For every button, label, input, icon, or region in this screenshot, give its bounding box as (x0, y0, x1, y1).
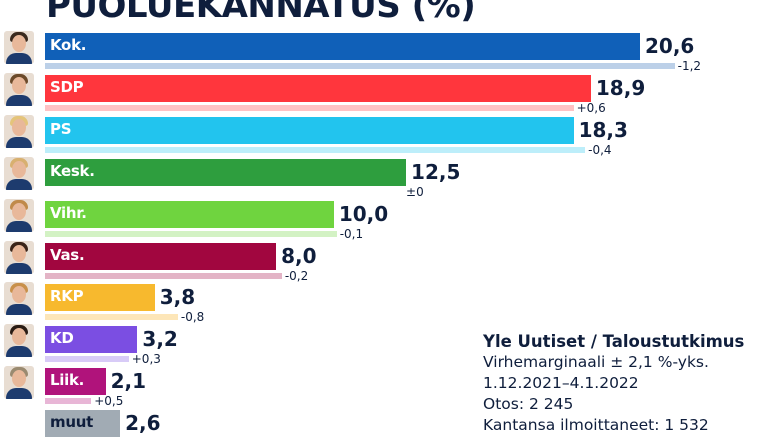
previous-bar (45, 146, 586, 153)
change-label: -1,2 (677, 59, 702, 73)
avatar-photo (4, 324, 34, 358)
avatar-photo (4, 366, 34, 400)
bar-8: Liik. (45, 368, 106, 396)
bar-label: RKP (50, 287, 84, 306)
bar-4: Vihr. (45, 200, 334, 228)
value-label: 10,0 (338, 201, 389, 226)
bar-label: PS (50, 119, 72, 138)
avatar-head (12, 35, 26, 52)
avatar-photo (4, 31, 34, 64)
value-label: 8,0 (281, 243, 317, 268)
survey-dates: 1.12.2021–4.1.2022 (483, 374, 639, 392)
avatar-body (6, 346, 32, 358)
avatar-head (12, 76, 26, 94)
bar-label: Liik. (50, 371, 85, 390)
bar-2: PS (45, 116, 574, 144)
avatar-body (6, 262, 32, 274)
value-label: 3,2 (142, 327, 178, 352)
change-label: -0,8 (180, 310, 205, 325)
avatar-body (6, 178, 32, 190)
avatar-body (6, 388, 32, 400)
previous-bar (45, 230, 337, 237)
change-label: -0,4 (588, 142, 612, 157)
bar-label: KD (50, 329, 74, 348)
value-label: 18,3 (578, 117, 628, 142)
avatar-body (6, 304, 32, 316)
avatar-photo (4, 114, 34, 148)
avatar-photo (4, 198, 34, 232)
avatar-body (6, 94, 32, 106)
avatar-photo (4, 240, 34, 274)
sample-size: Otos: 2 245 (483, 395, 574, 413)
previous-bar (45, 356, 129, 363)
change-label: +0,3 (131, 352, 161, 367)
avatar-photo (4, 72, 34, 106)
avatar-body (6, 220, 32, 232)
avatar-head (12, 118, 26, 136)
bar-9: muut (45, 410, 121, 437)
bar-0: Kok. (45, 33, 640, 60)
previous-bar (45, 314, 178, 321)
avatar-head (12, 202, 26, 220)
source-title: Yle Uutiset / Taloustutkimus (483, 332, 745, 351)
value-label: 12,5 (411, 159, 461, 184)
bar-label: Vihr. (50, 203, 87, 222)
bar-label: SDP (50, 77, 84, 96)
respondents: Kantansa ilmoittaneet: 1 532 (483, 416, 709, 434)
margin-of-error: Virhemarginaali ± 2,1 %-yks. (483, 353, 709, 371)
source-box: Yle Uutiset / Taloustutkimus Virhemargin… (483, 331, 744, 436)
bar-label: muut (50, 413, 93, 432)
avatar-head (12, 328, 26, 346)
bar-7: KD (45, 326, 138, 354)
avatar-head (12, 244, 26, 262)
avatar-body (6, 136, 32, 148)
value-label: 2,6 (125, 411, 161, 436)
bar-3: Kesk. (45, 158, 407, 186)
chart-title: PUOLUEKANNATUS (%) (46, 0, 476, 26)
change-label: +0,6 (576, 100, 606, 115)
bar-6: RKP (45, 284, 155, 312)
value-label: 18,9 (595, 75, 646, 100)
bar-1: SDP (45, 74, 591, 102)
avatar-head (12, 160, 26, 178)
value-label: 3,8 (159, 285, 196, 310)
avatar-head (12, 370, 26, 388)
value-label: 2,1 (110, 369, 147, 394)
change-label: +0,5 (94, 394, 124, 409)
avatar-photo (4, 282, 34, 316)
change-label: -0,2 (284, 268, 309, 283)
bar-label: Kesk. (50, 161, 95, 180)
avatar-photo (4, 156, 34, 190)
bar-5: Vas. (45, 242, 277, 270)
value-label: 20,6 (645, 34, 695, 58)
bar-label: Kok. (50, 36, 87, 54)
change-label: ±0 (406, 184, 424, 199)
avatar-head (12, 286, 26, 304)
previous-bar (45, 104, 574, 111)
previous-bar (45, 398, 92, 405)
previous-bar (45, 63, 675, 69)
avatar-body (6, 53, 32, 64)
previous-bar (45, 272, 282, 279)
change-label: -0,1 (339, 226, 364, 241)
bar-label: Vas. (50, 245, 85, 264)
